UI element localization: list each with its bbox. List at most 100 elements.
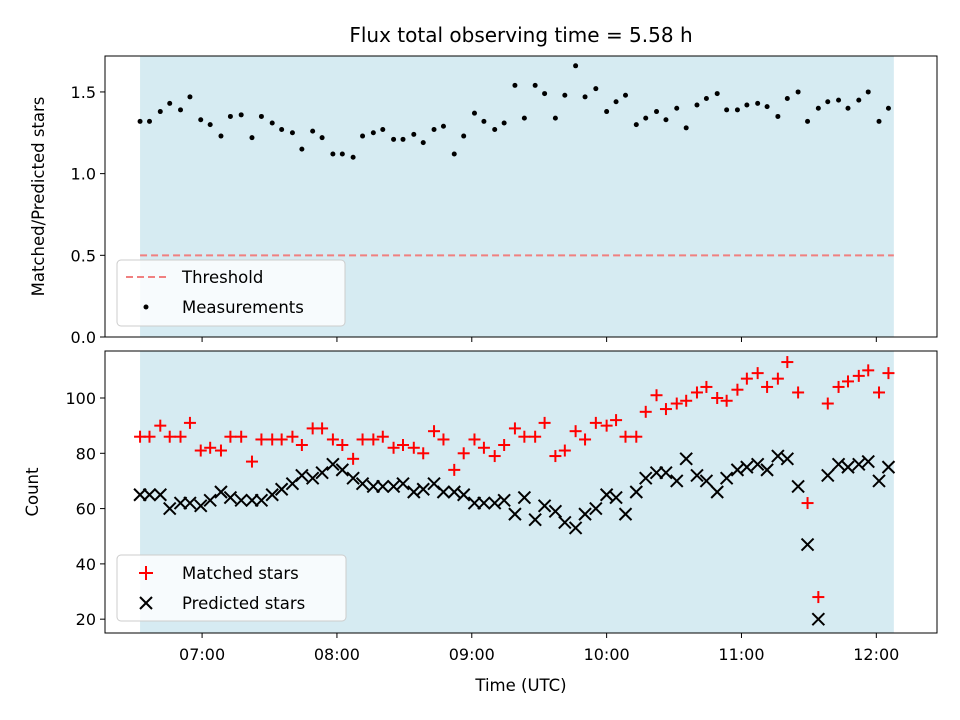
predicted-star-point xyxy=(142,488,157,502)
matched-star-point xyxy=(680,394,693,407)
measurement-point xyxy=(521,115,527,121)
measurement-point xyxy=(775,113,781,119)
matched-star-point xyxy=(731,383,744,396)
predicted-star-point xyxy=(578,507,592,521)
predicted-star-point xyxy=(589,501,603,516)
predicted-star-point xyxy=(780,452,795,466)
matched-star-point xyxy=(610,414,623,427)
predicted-star-point xyxy=(295,468,309,483)
predicted-star-point xyxy=(639,471,653,485)
matched-star-point xyxy=(720,394,733,407)
predicted-star-point xyxy=(629,485,644,499)
measurement-point xyxy=(623,92,629,98)
measurement-point xyxy=(178,107,184,113)
matched-star-point xyxy=(538,416,551,429)
measurement-point xyxy=(269,120,275,126)
measurement-point xyxy=(391,136,397,142)
measurement-point xyxy=(613,99,619,105)
predicted-star-point xyxy=(872,474,886,488)
matched-star-point xyxy=(143,430,156,443)
measurement-point xyxy=(400,136,406,142)
matched-star-point xyxy=(417,447,430,460)
measurement-point xyxy=(137,118,143,124)
x-tick-label: 07:00 xyxy=(179,645,225,664)
measurement-point xyxy=(187,94,193,100)
measurement-point xyxy=(411,131,417,137)
predicted-star-point xyxy=(517,490,532,505)
predicted-star-point xyxy=(436,485,451,499)
matched-star-point xyxy=(428,425,441,438)
matched-star-point xyxy=(477,441,490,454)
predicted-star-point xyxy=(386,479,401,494)
predicted-star-point xyxy=(719,471,734,485)
chart-title: Flux total observing time = 5.58 h xyxy=(349,23,692,47)
predicted-star-point xyxy=(183,496,197,510)
measurement-point xyxy=(370,130,376,136)
measurement-point xyxy=(744,102,750,108)
predicted-star-point xyxy=(699,474,714,488)
matched-star-point xyxy=(761,380,774,393)
measurement-point xyxy=(755,100,761,106)
matched-star-point xyxy=(183,416,196,429)
predicted-star-point xyxy=(223,490,238,505)
measurement-point xyxy=(643,115,649,121)
measurement-point xyxy=(330,151,336,157)
measurement-point xyxy=(299,146,305,152)
matched-star-point xyxy=(194,444,207,457)
predicted-star-point xyxy=(447,485,461,499)
matched-star-point xyxy=(619,430,632,443)
y-tick-label: 20 xyxy=(76,610,96,629)
predicted-star-point xyxy=(659,465,673,480)
measurement-point xyxy=(360,133,366,139)
matched-legend-swatch xyxy=(139,566,153,580)
bottom-axes-frame xyxy=(104,350,938,634)
measurement-point xyxy=(825,99,831,105)
predicted-star-point xyxy=(649,465,664,480)
measurement-point xyxy=(795,89,801,95)
measurement-point xyxy=(552,115,558,121)
measurement-point xyxy=(289,130,295,136)
y-tick-label: 1.5 xyxy=(71,83,96,102)
predicted-star-point xyxy=(730,463,745,477)
matched-star-point xyxy=(154,419,167,432)
top-x-ticks xyxy=(201,337,877,342)
matched-star-point xyxy=(286,430,299,443)
matched-star-point xyxy=(862,364,875,377)
matched-star-point xyxy=(873,386,886,399)
matched-star-point xyxy=(488,450,501,463)
predicted-star-point xyxy=(548,504,563,519)
matched-star-point xyxy=(751,367,764,380)
matched-star-point xyxy=(771,372,784,385)
matched-star-point xyxy=(801,497,814,510)
predicted-star-point xyxy=(760,463,774,477)
matched-star-point xyxy=(529,430,542,443)
measurement-point xyxy=(492,127,498,133)
measurement-point xyxy=(420,140,426,146)
predicted-star-point xyxy=(396,476,410,491)
matched-star-point xyxy=(600,419,613,432)
measurement-point xyxy=(198,117,204,123)
y-tick-label: 100 xyxy=(65,389,96,408)
matched-star-point xyxy=(740,372,753,385)
predicted-star-point xyxy=(821,468,835,483)
matched-star-point xyxy=(670,397,683,410)
matched-star-point xyxy=(224,430,237,443)
matched-star-point xyxy=(407,441,420,454)
matched-star-point xyxy=(812,591,825,604)
top-axes-frame xyxy=(104,55,938,338)
measurement-point xyxy=(865,89,871,95)
predicted-star-point xyxy=(315,465,329,480)
predicted-star-point xyxy=(528,512,542,527)
matched-star-point xyxy=(468,433,481,446)
matched-star-point xyxy=(356,433,369,446)
measurement-point xyxy=(310,128,316,134)
predicted-star-point xyxy=(366,479,381,494)
measurement-point xyxy=(319,135,325,141)
measurement-point xyxy=(471,110,477,116)
predicted-star-point xyxy=(811,612,826,626)
matched-star-point xyxy=(214,444,227,457)
bottom-x-ticks: 07:00 08:00 09:00 10:00 11:00 12:00 xyxy=(179,633,899,664)
matched-star-point xyxy=(255,433,268,446)
predicted-star-point xyxy=(234,493,248,508)
measurement-point xyxy=(593,86,599,92)
